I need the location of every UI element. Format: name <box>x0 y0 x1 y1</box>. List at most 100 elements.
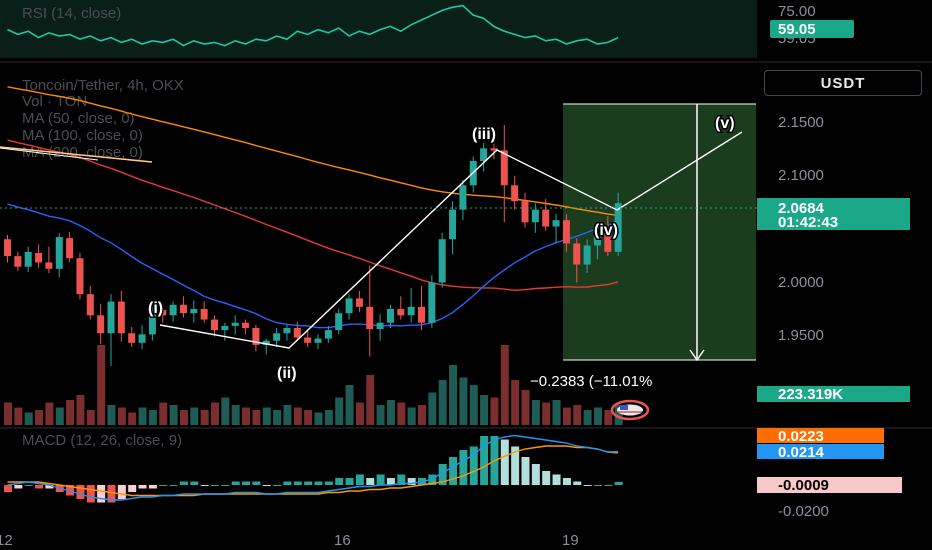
candle-body <box>200 308 208 320</box>
volume-bar <box>407 407 416 425</box>
macd-hist-bar <box>449 457 458 485</box>
candle-body <box>138 334 146 343</box>
candle-body <box>490 148 498 151</box>
candle-body <box>159 310 167 316</box>
macd-hist-bar <box>179 481 188 485</box>
candle-body <box>593 232 601 246</box>
volume-bar <box>593 407 602 425</box>
volume-bar <box>614 405 623 425</box>
elliott-wave-path[interactable] <box>159 131 743 349</box>
candle-body <box>128 333 136 343</box>
volume-bar <box>335 397 344 425</box>
candle-body <box>273 333 281 341</box>
candle-body <box>531 209 539 223</box>
macd-hist-bar <box>14 485 23 489</box>
volume-bar <box>128 412 137 425</box>
time-axis[interactable]: 12 16 19 <box>0 532 579 549</box>
macd-hist-bar <box>314 481 323 485</box>
candle-body <box>66 238 74 259</box>
candle-body <box>24 251 32 267</box>
macd-hist-bar <box>604 485 613 486</box>
macd-hist-bar <box>355 474 364 485</box>
macd-hist-bar <box>273 485 282 486</box>
macd-hist-bar <box>459 450 468 485</box>
candle-body <box>190 308 198 314</box>
price-pane: Toncoin/Tether, 4h, OKX Vol · TON MA (50… <box>0 77 757 425</box>
macd-hist-bar <box>438 464 447 485</box>
candle-body <box>386 308 394 323</box>
macd-hist-bar <box>242 481 251 485</box>
macd-hist-bar <box>107 485 116 503</box>
volume-bar <box>242 407 251 425</box>
ma50-line <box>7 203 619 329</box>
macd-hist-bar <box>552 474 561 485</box>
rsi-background <box>0 0 757 58</box>
volume-bar <box>386 400 395 425</box>
candle-body <box>418 306 425 323</box>
macd-hist-bar <box>148 485 157 489</box>
macd-hist-bar <box>397 474 406 485</box>
volume-bar <box>397 402 406 425</box>
macd-hist-bar <box>128 485 137 492</box>
macd-hist-bar <box>24 485 33 486</box>
us-flag-icon[interactable] <box>610 399 650 421</box>
macd-hist-bar <box>262 485 271 486</box>
candle-body <box>552 220 560 227</box>
measure-box[interactable] <box>563 104 756 360</box>
macd-hist-bar <box>76 485 85 499</box>
indicator-legend: Toncoin/Tether, 4h, OKX Vol · TON MA (50… <box>22 77 184 161</box>
candle-body <box>366 306 374 330</box>
volume-bar <box>159 402 168 425</box>
macd-hist-bar <box>190 481 199 485</box>
macd-hist-bar <box>428 474 437 485</box>
volume-bar <box>262 407 271 425</box>
macd-hist-bar <box>169 485 178 486</box>
candle-body <box>97 315 105 334</box>
macd-hist-bar <box>138 485 147 489</box>
volume-bar <box>76 395 85 425</box>
volume-bars <box>4 345 623 425</box>
ma100-line <box>7 139 619 292</box>
volume-bar <box>552 400 561 425</box>
volume-bar <box>211 402 219 425</box>
candle-body <box>242 322 250 328</box>
volume-bar <box>521 390 530 425</box>
candle-body <box>480 148 488 161</box>
candles <box>4 125 622 367</box>
macd-hist-bar <box>583 485 592 486</box>
macd-hist-bar <box>35 485 44 489</box>
price-axis[interactable]: 2.1500 2.1000 2.0000 1.9500 2.0684 01:42… <box>757 114 910 403</box>
volume-bar <box>604 410 613 425</box>
macd-hist-bar <box>542 471 551 485</box>
currency-selector[interactable]: USDT <box>764 70 922 96</box>
volume-bar <box>293 407 302 425</box>
volume-bar <box>273 410 282 425</box>
candle-body <box>604 232 612 252</box>
trendline-white[interactable] <box>0 147 99 161</box>
measure-arrow-head <box>689 349 705 362</box>
time-label-16: 16 <box>334 532 351 549</box>
macd-hist-bar <box>562 478 571 485</box>
volume-bar <box>490 397 499 425</box>
macd-hist-bar <box>159 485 168 486</box>
macd-hist-bar <box>304 481 313 485</box>
volume-bar <box>107 405 116 425</box>
macd-hist-bar <box>511 446 520 485</box>
macd-hist-bar <box>221 485 230 486</box>
signal-value-tag <box>757 444 884 459</box>
macd-hist-bar <box>231 481 240 485</box>
volume-bar <box>24 412 33 425</box>
trendline-orange[interactable] <box>0 146 153 163</box>
candle-body <box>107 301 115 334</box>
macd-signal-line <box>7 445 619 497</box>
candle-body <box>169 304 177 316</box>
volume-bar <box>4 402 12 425</box>
volume-bar <box>531 400 540 425</box>
candle-body <box>335 313 343 331</box>
volume-bar <box>438 380 447 425</box>
rsi-value-tag <box>770 20 854 38</box>
macd-hist-bar <box>376 474 385 485</box>
price-tick-2.0000: 2.0000 <box>778 274 824 291</box>
macd-hist-bar <box>573 481 582 485</box>
